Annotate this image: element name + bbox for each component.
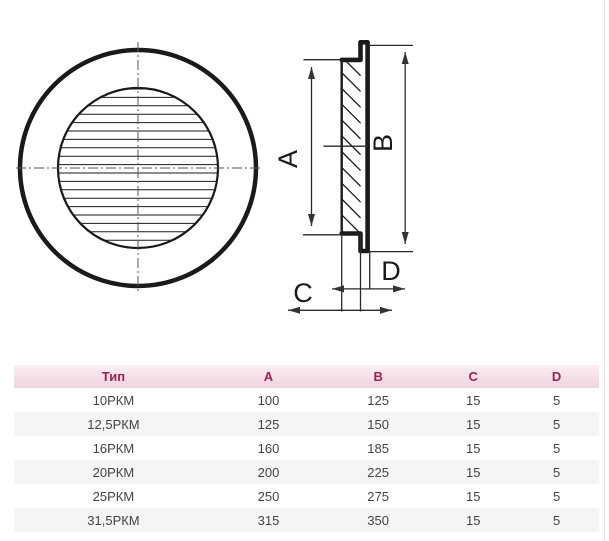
svg-text:C: C (293, 278, 313, 308)
svg-text:B: B (368, 134, 398, 152)
svg-text:D: D (381, 256, 401, 286)
svg-text:A: A (273, 150, 303, 168)
